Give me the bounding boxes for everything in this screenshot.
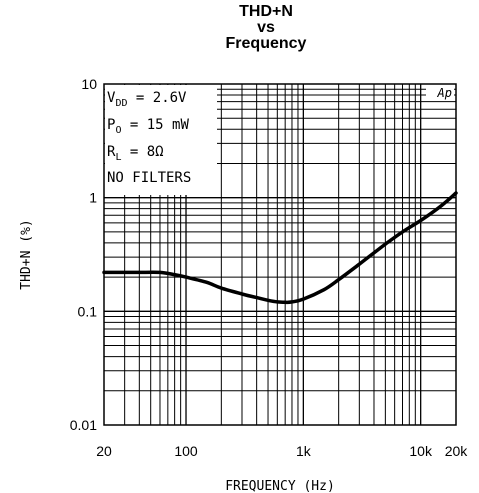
- y-tick-label: 10: [81, 76, 97, 92]
- conditions-box: VDD = 2.6V PO = 15 mW RL = 8Ω NO FILTERS: [105, 85, 454, 195]
- conditions-background: [105, 85, 217, 195]
- y-tick-label: 1: [89, 190, 97, 206]
- thd-curve: [102, 191, 458, 305]
- y-tick-label: 0.1: [78, 303, 98, 319]
- chart-title-line-1: THD+N: [239, 3, 293, 20]
- condition-text: RL = 8Ω: [107, 144, 164, 163]
- ap-watermark: Ap: [437, 86, 452, 100]
- x-tick-label: 20: [96, 443, 112, 459]
- chart-title: THD+N vs Frequency: [196, 4, 336, 52]
- y-axis-label: THD+N (%): [19, 219, 34, 289]
- condition-text: PO = 15 mW: [107, 117, 189, 136]
- x-tick-label: 100: [174, 443, 198, 459]
- curve-layer: [102, 191, 458, 305]
- plot-frame: [103, 83, 457, 426]
- x-axis-label: FREQUENCY (Hz): [225, 479, 335, 493]
- condition-text: VDD = 2.6V: [107, 90, 187, 109]
- ap-background: [426, 85, 454, 101]
- x-tick-label: 10k: [409, 443, 433, 459]
- x-tick-label: 20k: [445, 443, 469, 459]
- chart-title-line-2: vs: [257, 19, 275, 36]
- tick-labels: 20 100 1k 10k 20k 0.01 0.1 1 10: [70, 76, 469, 459]
- condition-text: NO FILTERS: [107, 170, 191, 186]
- x-tick-label: 1k: [296, 443, 312, 459]
- chart-title-line-3: Frequency: [225, 35, 307, 52]
- y-tick-label: 0.01: [70, 417, 97, 433]
